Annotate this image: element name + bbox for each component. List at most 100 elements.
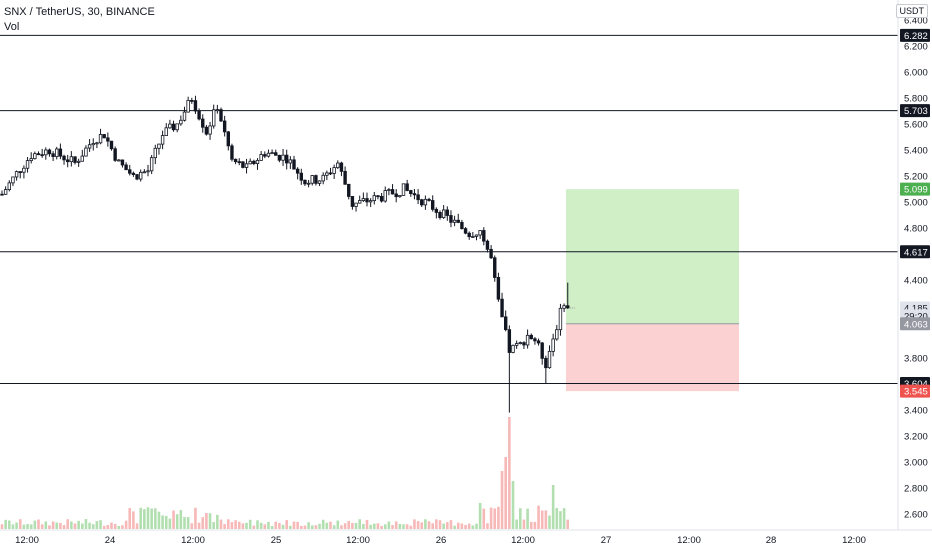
candle-body — [390, 189, 395, 195]
candle-body — [153, 147, 157, 159]
volume-bar — [343, 523, 347, 529]
volume-bar — [219, 519, 223, 529]
volume-bar — [325, 522, 329, 529]
candle-body — [58, 148, 63, 157]
candle-body — [449, 215, 453, 223]
volume-bar — [351, 522, 354, 529]
price-label-bg — [900, 104, 930, 118]
price-tick-label: 5.400 — [904, 146, 928, 157]
horizontal-lines[interactable] — [0, 34, 898, 384]
volume-bar — [409, 525, 413, 529]
volume-bar — [489, 507, 493, 529]
price-axis[interactable] — [0, 0, 932, 531]
time-tick-label: 12:00 — [181, 535, 205, 546]
volume-bar — [62, 525, 66, 529]
price-label: 6.282 — [904, 31, 928, 42]
candle-body — [562, 305, 566, 309]
volume-bar — [227, 519, 230, 529]
candle-body — [471, 236, 475, 238]
candle-body — [336, 162, 340, 169]
volume-bar — [329, 521, 332, 529]
volume-bar — [347, 520, 351, 529]
candle-body — [98, 134, 103, 144]
volume-bar — [310, 525, 314, 529]
volume-bar — [336, 520, 340, 529]
time-tick-label: 12:00 — [677, 535, 701, 546]
volume-bar — [73, 523, 77, 529]
volume-bar — [150, 508, 153, 529]
price-tick-label: 6.000 — [904, 68, 928, 79]
candle-body — [124, 164, 128, 171]
candle-body — [95, 142, 99, 145]
volume-bar — [110, 522, 113, 529]
candle-body — [3, 189, 8, 195]
volume-bar — [438, 520, 442, 529]
volume-bar — [117, 525, 121, 529]
volume-bar — [500, 471, 504, 529]
candle-body — [193, 100, 198, 112]
candle-body — [18, 171, 22, 174]
volume-legend: Vol — [4, 21, 20, 33]
volume-bar — [22, 524, 26, 529]
volume-bar — [402, 524, 405, 529]
volume-bar — [281, 524, 285, 529]
candle-body — [332, 167, 336, 174]
candle-body — [314, 175, 318, 184]
candle-body — [354, 202, 358, 207]
volume-bar — [44, 521, 48, 529]
volume-bar — [285, 520, 288, 529]
volume-bar — [387, 521, 391, 529]
volume-bar — [358, 519, 361, 529]
price-tick-label: 6.200 — [904, 42, 928, 53]
volume-bar — [394, 521, 398, 529]
volume-bar — [456, 522, 460, 529]
volume-bar — [519, 508, 522, 529]
volume-bar — [321, 519, 325, 529]
price-tick-label: 5.800 — [904, 94, 928, 105]
candle-body — [482, 230, 486, 242]
candle-body — [540, 342, 544, 359]
candle-body — [208, 125, 212, 135]
volume-bar — [26, 524, 29, 529]
volume-bar — [511, 481, 515, 529]
price-tick-label: 4.800 — [904, 224, 928, 235]
candle-body — [529, 334, 533, 340]
candle-body — [179, 119, 183, 125]
candle-body — [284, 154, 289, 164]
volume-bar — [172, 510, 175, 529]
volume-bar — [555, 508, 559, 529]
candle-body — [44, 149, 48, 156]
candle-body — [73, 156, 77, 163]
candle-body — [51, 153, 55, 157]
candle-body — [138, 171, 143, 180]
time-tick-label: 27 — [601, 535, 612, 546]
candle-body — [328, 172, 333, 175]
candle-body — [347, 183, 351, 197]
candle-body — [350, 196, 355, 207]
volume-bar — [164, 515, 168, 529]
candle-body — [325, 172, 329, 176]
candle-body — [171, 123, 176, 131]
candle-body — [474, 234, 479, 237]
volume-bar — [449, 520, 453, 529]
volume-bar — [8, 520, 11, 529]
candle-body — [489, 248, 493, 259]
price-tick-label: 2.600 — [904, 510, 928, 521]
volume-bar — [95, 521, 99, 529]
price-tick-label: 5.600 — [904, 120, 928, 131]
volume-bar — [252, 525, 256, 529]
volume-bar — [197, 522, 201, 529]
candle-body — [190, 100, 194, 102]
volume-bar — [566, 519, 570, 529]
price-tick-label: 2.800 — [904, 484, 928, 495]
price-tick-label: 3.800 — [904, 354, 928, 365]
candle-body — [533, 338, 537, 342]
volume-bar — [398, 523, 402, 529]
currency-badge[interactable]: USDT — [895, 4, 928, 18]
price-label: 29:20 — [904, 311, 928, 322]
volume-bar — [77, 520, 80, 529]
volume-bar — [369, 524, 372, 529]
